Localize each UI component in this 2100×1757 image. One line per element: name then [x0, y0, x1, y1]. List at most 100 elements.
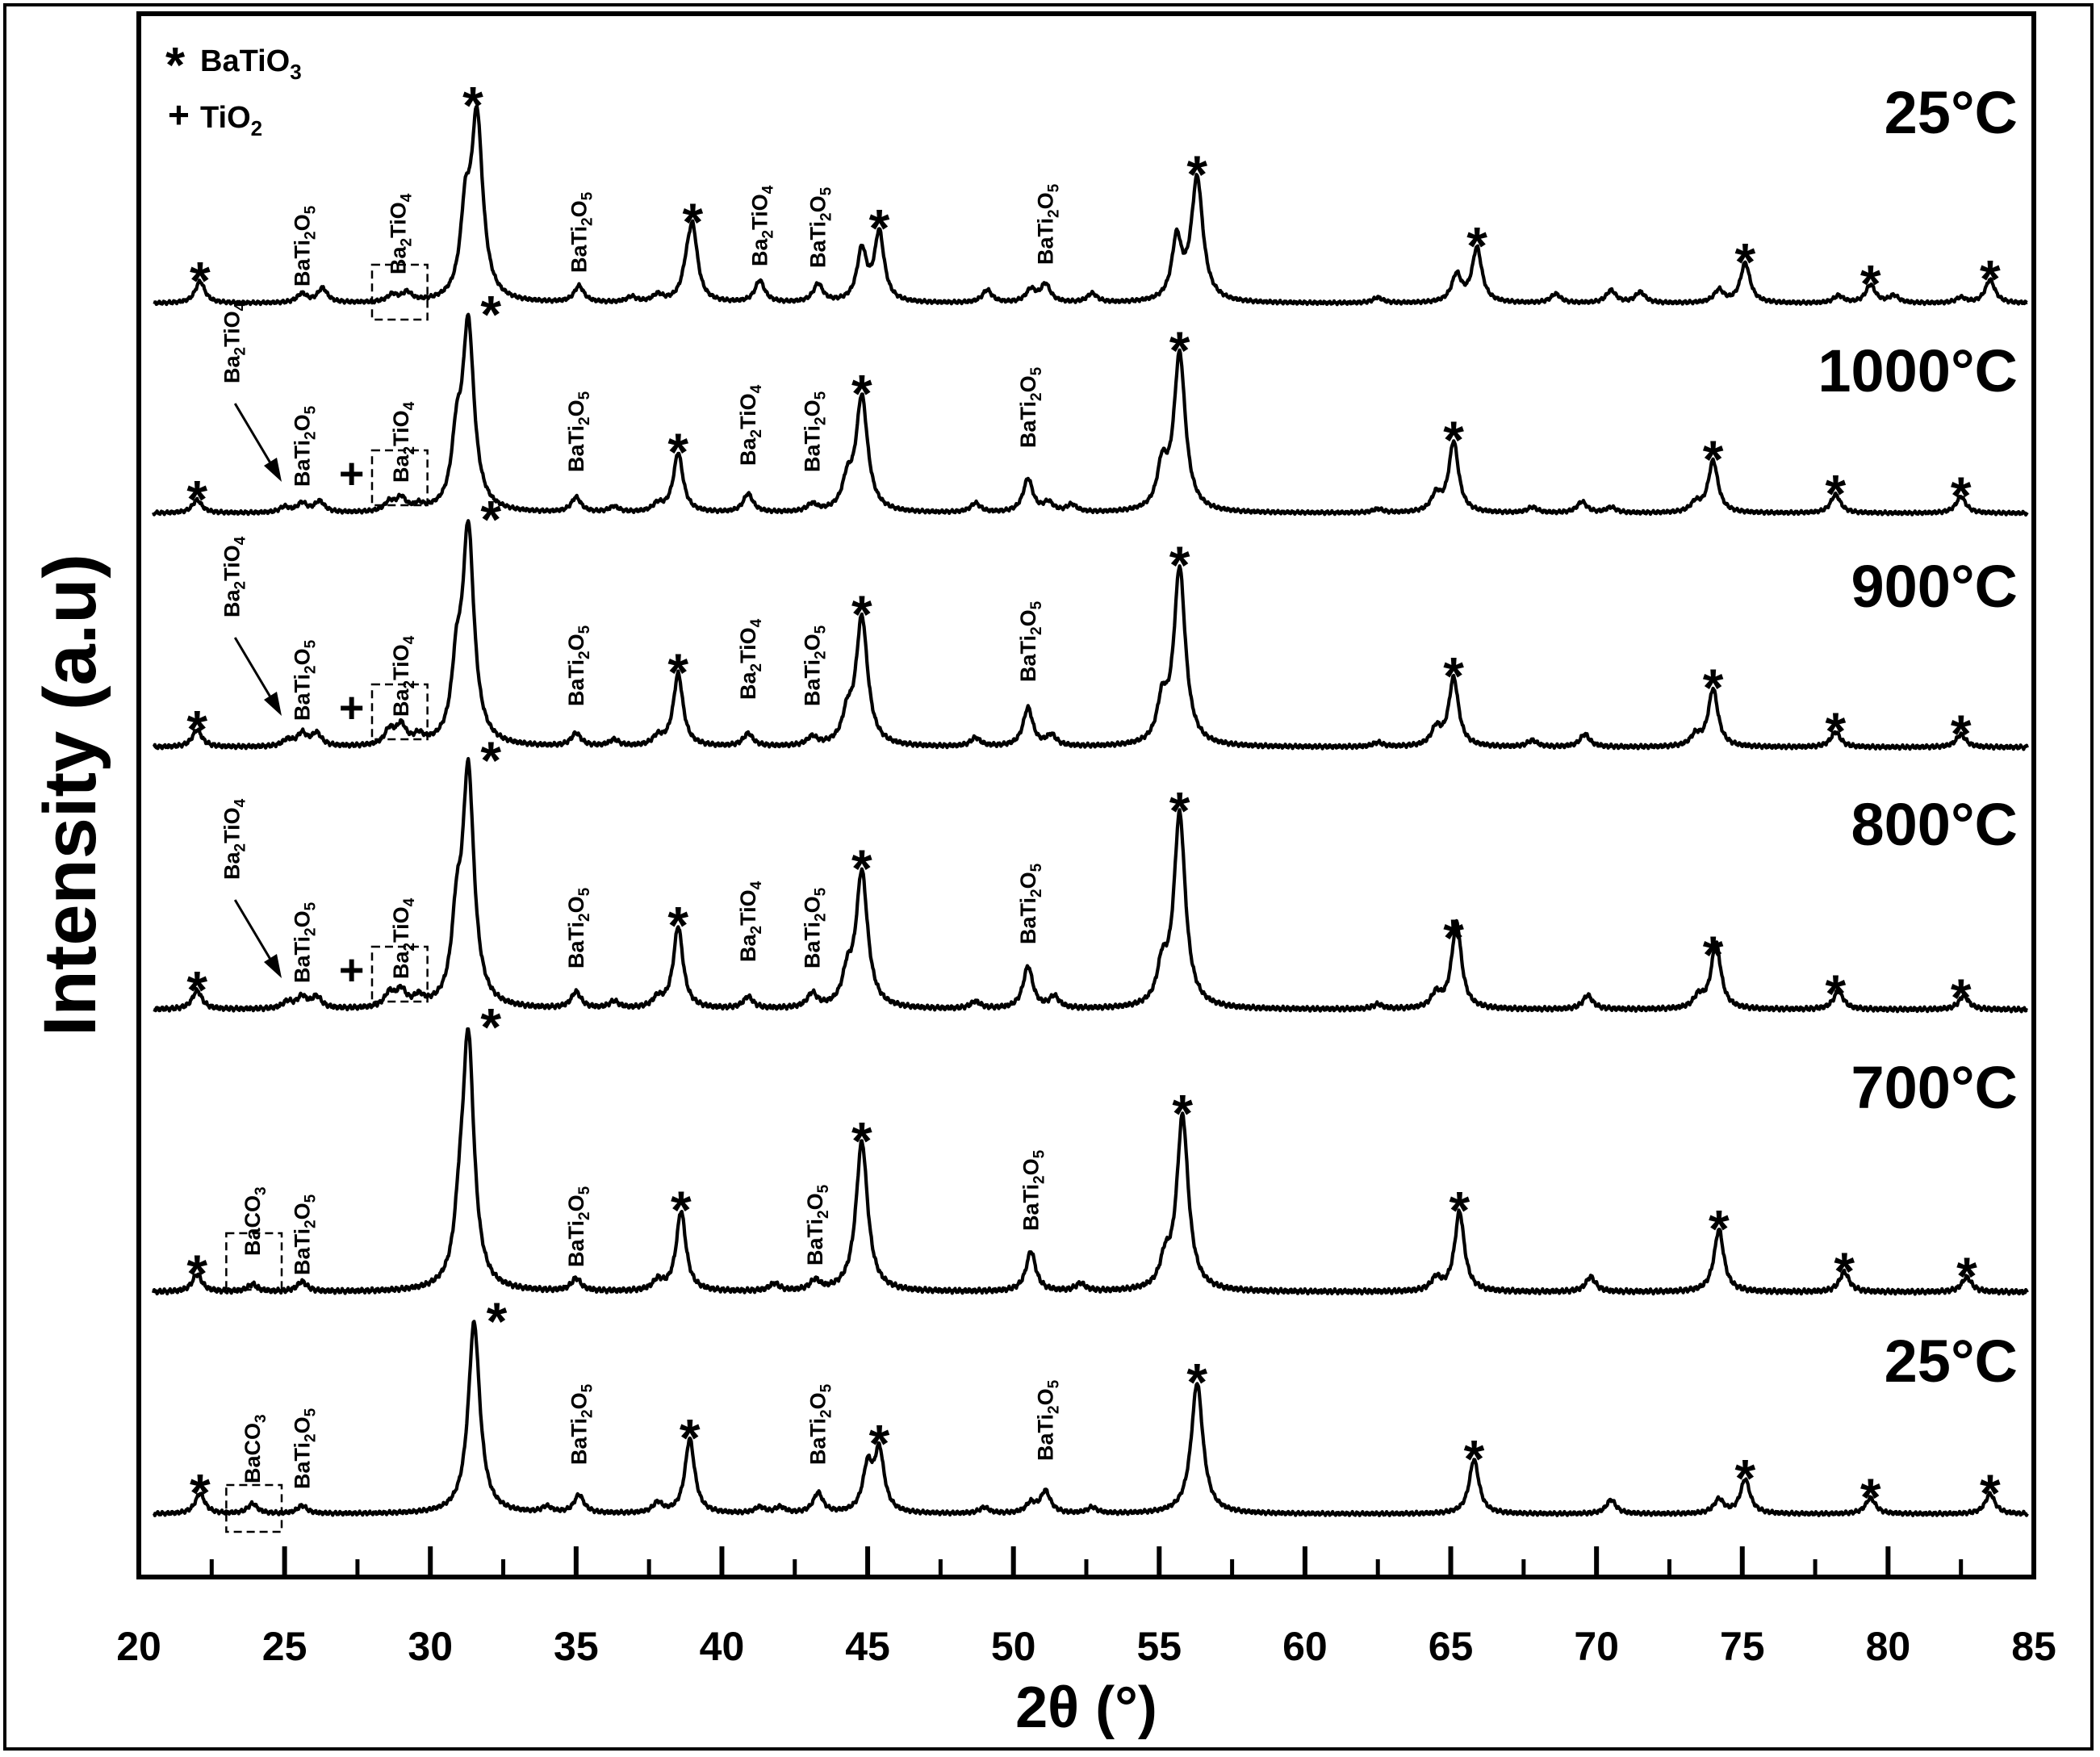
batio2o5-label: BaTi2O5: [564, 391, 593, 472]
batio3-peak-marker: *: [869, 1413, 890, 1473]
batio3-peak-marker: *: [462, 76, 483, 136]
batio2o5-label: BaTi2O5: [806, 186, 835, 268]
batio3-peak-marker: *: [1443, 410, 1464, 470]
annotation-arrow: [233, 899, 278, 969]
x-tick-label: 45: [845, 1624, 890, 1669]
batio2o5-label: BaTi2O5: [567, 191, 596, 273]
batio3-peak-marker: *: [480, 489, 501, 549]
batio3-peak-marker: *: [1709, 1199, 1730, 1258]
batio2o5-label: BaTi2O5: [1019, 1149, 1048, 1231]
batio2o5-label: BaTi2O5: [806, 1383, 835, 1465]
batio2o5-label: BaTi2O5: [290, 205, 319, 287]
batio3-peak-marker: *: [190, 1463, 211, 1523]
batio2o5-label: BaTi2O5: [803, 1184, 832, 1265]
x-tick-label: 55: [1136, 1624, 1182, 1669]
batio3-peak-marker: *: [1860, 1467, 1881, 1527]
ba2tio4-label: Ba2TiO4: [736, 618, 765, 700]
batio3-peak-marker: *: [186, 960, 207, 1019]
batio2o5-label: BaTi2O5: [290, 1408, 319, 1489]
batio3-peak-marker: *: [682, 192, 703, 252]
arrowhead: [264, 954, 282, 978]
ba2tio4-label: Ba2TiO4: [736, 881, 765, 962]
ba2tio4-label: Ba2TiO4: [747, 185, 776, 266]
x-tick-label: 75: [1720, 1624, 1765, 1669]
ba2tio4-label: Ba2TiO4: [736, 384, 765, 466]
baco3-label: BaCO3: [241, 1414, 270, 1483]
series-label: 1000°C: [1818, 337, 2018, 404]
x-tick-label: 60: [1282, 1624, 1328, 1669]
batio3-peak-marker: *: [1186, 1352, 1207, 1412]
tio2-peak-marker: +: [339, 450, 365, 498]
ba2tio4-label: Ba2TiO4: [389, 635, 418, 717]
ba2tio4-label: Ba2TiO4: [389, 897, 418, 979]
batio3-peak-marker: *: [1826, 464, 1847, 524]
batio3-peak-marker: *: [186, 1244, 207, 1303]
batio3-peak-marker: *: [480, 730, 501, 790]
x-axis-label: 2θ (°): [1015, 1675, 1157, 1740]
batio3-peak-marker: *: [667, 642, 688, 702]
batio3-peak-marker: *: [869, 198, 890, 257]
ba2tio4-label: Ba2TiO4: [220, 302, 249, 383]
batio3-peak-marker: *: [1735, 232, 1756, 291]
batio3-peak-marker: *: [667, 896, 688, 956]
batio3-peak-marker: *: [1703, 658, 1724, 717]
legend-star-symbol: *: [165, 38, 186, 94]
dashed-highlight-box: [370, 263, 429, 321]
batio3-peak-marker: *: [1980, 249, 2001, 308]
x-tick-label: 70: [1574, 1624, 1619, 1669]
series-label: 700°C: [1851, 1054, 2018, 1121]
batio2o5-label: BaTi2O5: [1016, 863, 1045, 944]
tio2-peak-marker: +: [339, 946, 365, 994]
batio3-peak-marker: *: [1450, 1181, 1470, 1240]
batio3-peak-marker: *: [1443, 908, 1464, 968]
batio2o5-label: BaTi2O5: [290, 405, 319, 487]
batio3-peak-marker: *: [851, 584, 872, 644]
series-label: 25°C: [1885, 1328, 2018, 1395]
series-line: [152, 756, 2029, 1014]
batio3-peak-marker: *: [671, 1180, 692, 1240]
ba2tio4-label: Ba2TiO4: [220, 798, 249, 880]
legend: * BaTiO3 + TiO2: [165, 38, 302, 140]
batio3-peak-marker: *: [1464, 1429, 1485, 1488]
series-line: [152, 312, 2029, 517]
batio3-peak-marker: *: [1860, 253, 1881, 313]
legend-batio3-label: BaTiO3: [200, 44, 302, 84]
annotation-arrow: [233, 637, 278, 707]
batio3-peak-marker: *: [1703, 925, 1724, 985]
x-axis: 20 25 30 35 40 45 50 55 60 65 70 75 80 85: [116, 1546, 2056, 1669]
figure-frame: [3, 3, 2094, 1751]
legend-tio2-label: TiO2: [200, 101, 262, 140]
dashed-highlight-box: [370, 449, 429, 507]
batio3-peak-marker: *: [851, 1111, 872, 1170]
batio3-peak-marker: *: [190, 251, 211, 311]
batio3-peak-marker: *: [480, 285, 501, 345]
baco3-label: BaCO3: [241, 1186, 270, 1256]
batio3-peak-marker: *: [1703, 429, 1724, 489]
x-tick-label: 25: [262, 1624, 307, 1669]
batio2o5-label: BaTi2O5: [564, 1186, 593, 1267]
series-label: 800°C: [1851, 791, 2018, 858]
batio2o5-label: BaTi2O5: [800, 887, 829, 968]
batio3-peak-marker: *: [1169, 320, 1190, 380]
legend-plus-symbol: +: [168, 94, 190, 136]
batio2o5-label: BaTi2O5: [290, 639, 319, 721]
x-tick-label: 30: [408, 1624, 453, 1669]
batio3-peak-marker: *: [1826, 964, 1847, 1023]
batio2o5-label: BaTi2O5: [1033, 183, 1062, 265]
tio2-peak-marker: +: [339, 684, 365, 732]
arrowhead: [264, 692, 282, 716]
batio2o5-label: BaTi2O5: [564, 625, 593, 706]
batio2o5-label: BaTi2O5: [1033, 1379, 1062, 1461]
batio3-peak-marker: *: [1169, 781, 1190, 841]
series-line: [152, 104, 2029, 307]
ba2tio4-label: Ba2TiO4: [387, 193, 416, 274]
dashed-highlight-box: [225, 1483, 283, 1533]
x-tick-label: 50: [991, 1624, 1036, 1669]
x-tick-label: 85: [2011, 1624, 2056, 1669]
series-label: 25°C: [1885, 79, 2018, 146]
series-line: [152, 1320, 2029, 1517]
y-axis-label: Intensity (a.u): [29, 554, 111, 1036]
batio3-peak-marker: *: [1443, 646, 1464, 706]
